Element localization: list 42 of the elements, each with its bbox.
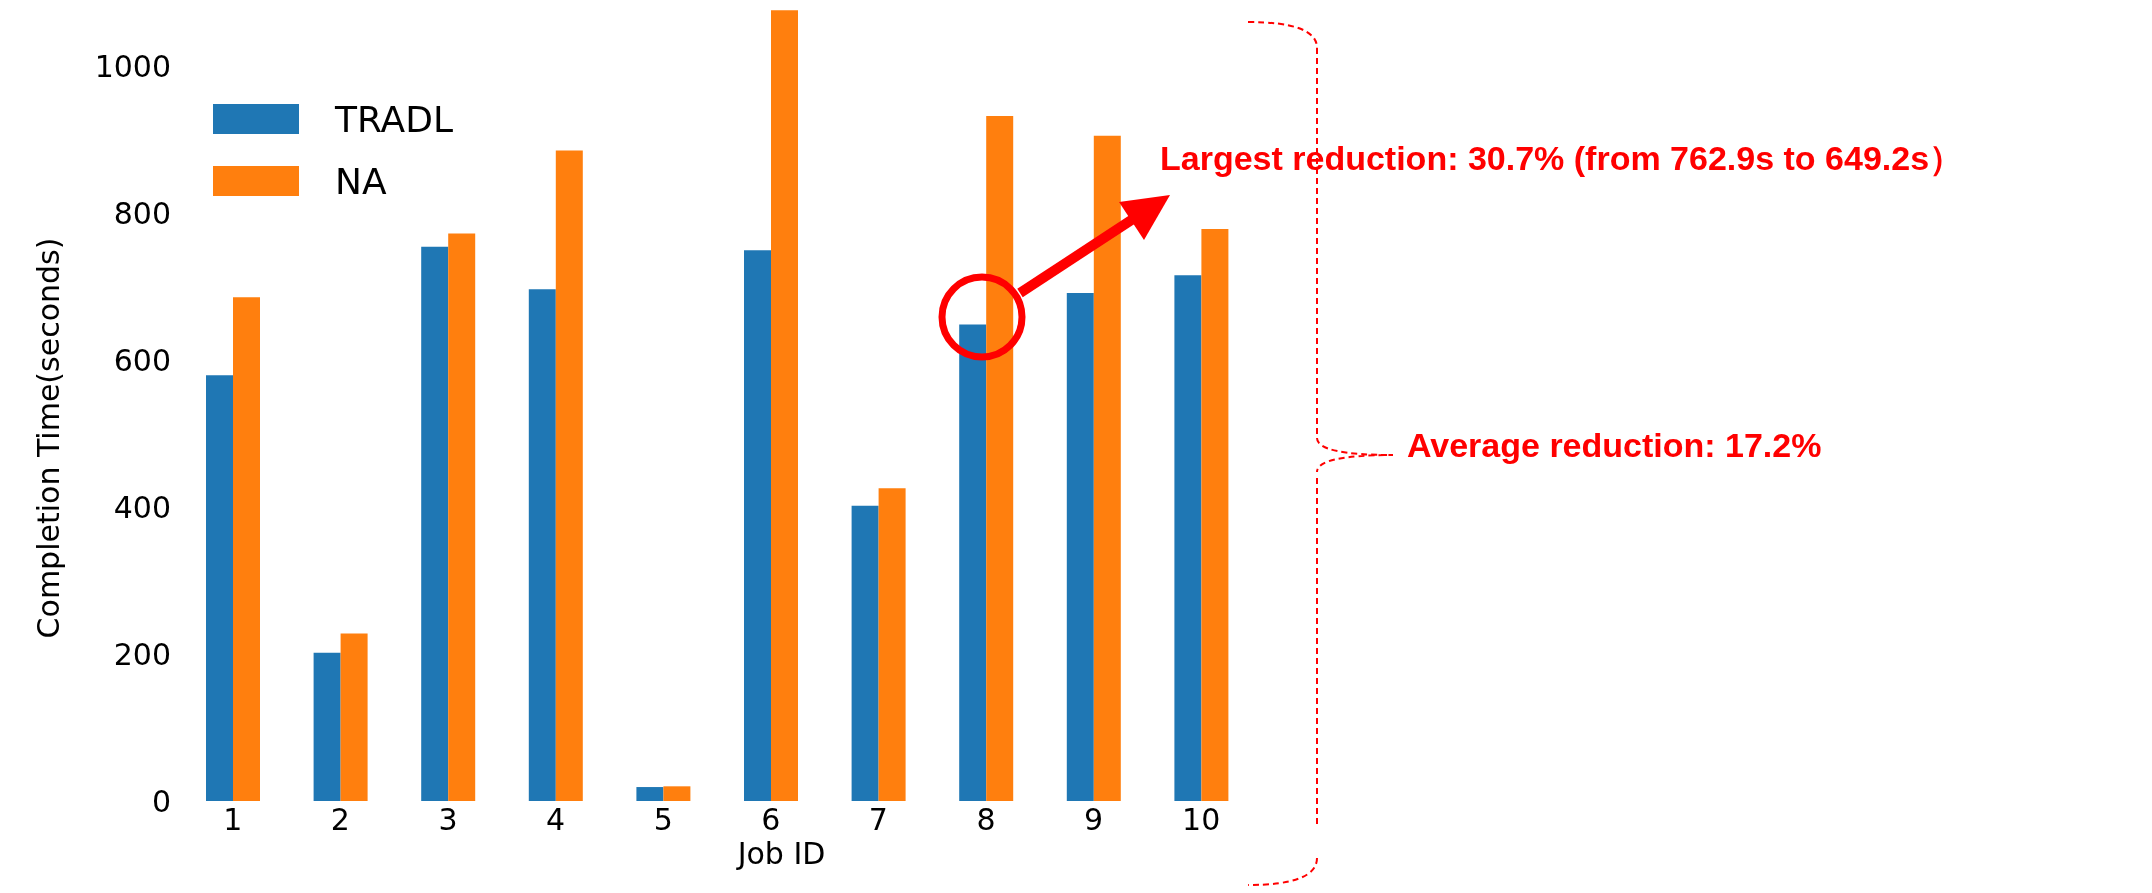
y-tick-label: 0	[151, 783, 171, 819]
bar	[986, 115, 1014, 801]
bar	[233, 297, 260, 801]
x-tick-label: 4	[546, 802, 566, 838]
bar	[744, 250, 771, 801]
bar	[206, 375, 233, 801]
bar	[448, 233, 476, 801]
bar	[1093, 135, 1121, 801]
y-tick-label: 800	[113, 196, 171, 232]
bar	[1201, 229, 1229, 801]
x-tick-label: 8	[976, 802, 996, 838]
x-tick-label: 5	[653, 802, 673, 838]
x-tick-label: 6	[761, 802, 781, 838]
bar	[313, 652, 341, 801]
y-tick-label: 400	[113, 489, 171, 525]
bar	[555, 150, 583, 801]
x-axis-title: Job ID	[735, 836, 827, 871]
bar	[771, 10, 798, 801]
bar	[878, 488, 906, 801]
bar	[528, 289, 556, 801]
x-tick-label: 10	[1182, 802, 1221, 838]
x-tick-label: 9	[1084, 802, 1104, 838]
legend-label: NA	[335, 160, 387, 202]
bar	[340, 633, 368, 801]
bar	[636, 787, 664, 801]
bar	[851, 505, 879, 801]
text: Average reduction: 17.2%	[1407, 426, 1822, 465]
bar	[663, 786, 691, 801]
x-tick-label: 1	[223, 802, 243, 838]
bar	[959, 324, 987, 801]
annotation: Largest reduction: 30.7% (from 762.9s to 649.2s）	[1160, 138, 1964, 179]
y-axis-title: Completion Time(seconds)	[30, 237, 66, 639]
x-tick-label: 2	[330, 802, 350, 838]
legend-label: TRADL	[335, 98, 453, 140]
y-tick-label: 200	[113, 636, 171, 672]
bar	[1066, 292, 1094, 801]
y-tick-label: 600	[113, 343, 171, 379]
x-tick-label: 7	[868, 802, 888, 838]
bar	[1174, 275, 1202, 801]
bar	[421, 246, 449, 801]
x-tick-label: 3	[438, 802, 458, 838]
y-tick-label: 1000	[94, 49, 171, 85]
